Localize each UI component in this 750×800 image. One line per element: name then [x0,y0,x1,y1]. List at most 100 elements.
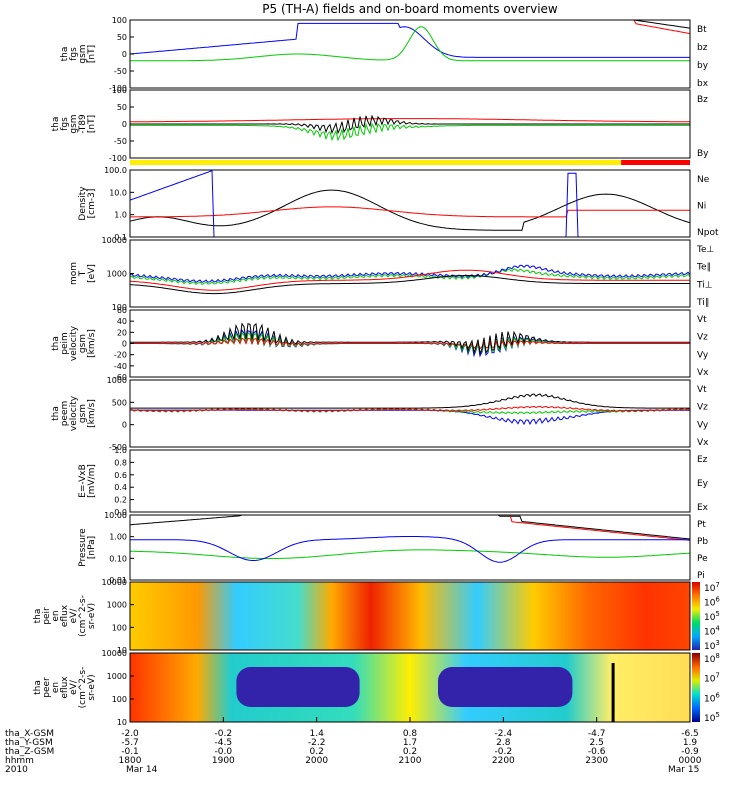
panel-1-ylabel: gsm [78,44,88,63]
electron-gap [611,663,615,722]
panel-9-ylabel: eflux [60,604,70,627]
panel-5-legend-vz: Vz [697,333,708,343]
panel-9-ylabel: tha [33,609,43,624]
te-par-line [129,275,690,295]
ephemeris-value: 2.8 [496,738,511,748]
ephemeris-value: -2.2 [308,738,326,748]
panel-1-ytick-label: 0 [122,50,127,59]
npot-line [129,170,690,238]
ephemeris-value: 1.4 [310,729,325,739]
panel-5-legend-vt: Vt [697,315,707,325]
panel-8-ylabel: [nPa] [87,536,97,559]
panel-7-ytick-label: 0.2 [114,496,127,505]
vz-ion-line [130,337,690,350]
panel-6-ylabel: [km/s] [87,399,97,428]
panel-7-ytick-label: 1.0 [114,446,127,455]
electron-trough-2 [438,667,573,707]
vz-ele-line [129,405,691,413]
vx-ele-line [130,409,690,426]
panel-10-colorbar-label: 107 [704,672,720,685]
panel-5-ytick-label: -20 [114,351,127,360]
panel-2-ylabel: -T89 [78,114,88,134]
ephemeris-value: 2100 [399,756,422,766]
panel-1-ytick-label: -50 [114,67,127,76]
panel-7-ytick-label: 0.0 [114,508,127,517]
panel-2-ytick-label: 50 [117,103,127,112]
panel-3-legend-ni: Ni [697,202,706,212]
vt-ion-line [130,322,690,356]
panel-9-ylabel: peir [42,607,52,625]
ephemeris-value: 1.9 [683,738,698,748]
panel-6-legend-vz: Vz [697,403,708,413]
panel-10-ytick-label: 10000 [102,649,127,658]
panel-8-ytick-label: 0.01 [109,576,127,585]
panel-8-ytick-label: 1.00 [109,533,127,542]
ni-line [129,189,691,231]
panel-3-legend-npot: Npot [697,228,719,238]
panel-8-legend-pe: Pe [697,554,708,564]
panel-5-ytick-label: -60 [114,373,127,382]
panel-10-ylabel: eflux [60,676,70,699]
ephemeris-value: 0.8 [403,729,418,739]
panel-1-ylabel: fgs [69,47,79,61]
ephemeris-value: -0.1 [121,747,139,757]
panel-10-ylabel: peer [42,677,52,698]
panel-7-ylabel: [mV/m] [87,464,97,498]
ephemeris-label-hhmm: hhmm [5,756,34,766]
panel-5-ytick-label: 0 [122,340,127,349]
panel-5-ylabel: peim [60,332,70,355]
bt-model-line [130,114,690,135]
te-perp-line [129,269,690,291]
panel-6-ylabel: peem [60,401,70,427]
panel-10-ylabel: en [51,682,61,693]
ephemeris-value: 2000 [305,756,328,766]
panel-5-ytick-label: 20 [117,328,127,337]
panel-5-ylabel: velocity [69,325,79,361]
spectrogram-layer [130,160,700,722]
ti-par-line [129,268,691,286]
panel-9-colorbar-label: 107 [704,581,720,594]
panel-5-ylabel: gsm [78,334,88,353]
panel-frames-layer [129,19,691,723]
panel-5-ytick-label: 60 [117,306,127,315]
ephemeris-value: -0.6 [588,747,606,757]
panel-2-ytick-label: -100 [109,154,127,163]
panel-4-ylabel: mom [69,262,79,285]
panel-8-ytick-label: 10.00 [104,511,127,520]
panel-5-ytick-label: -40 [114,362,127,371]
panel-2-ytick-label: 100 [112,86,127,95]
panel-4-legend-ti∥: Ti∥ [696,298,709,308]
panel-9-ytick-label: 100 [112,623,127,632]
ephemeris-value: -0.2 [495,747,513,757]
panel-9-colorbar-label: 104 [704,625,720,638]
panel-3-ylabel: [cm-3] [87,189,97,219]
ephemeris-value: -0.0 [215,747,233,757]
panel-9-ytick-label: 10 [117,646,127,655]
panel-1-ylabel: tha [60,47,70,62]
panel-7-legend-ex: Ex [697,503,709,513]
panel-9-ytick-label: 10000 [102,578,127,587]
bz-model-line [130,118,690,123]
panel-5-ytick-label: 40 [117,317,127,326]
panel-4-legend-te∥: Te∥ [696,263,711,273]
panel-3-ylabel: Density [78,186,88,221]
panel-6-legend-vy: Vy [697,420,709,430]
panel-5-ylabel: [km/s] [87,329,97,358]
ephemeris-value: -4.7 [588,729,606,739]
panel-4-legend-ti⊥: Ti⊥ [696,280,713,290]
panel-1-legend-bx: bx [697,79,709,89]
panel-1-legend-bt: Bt [697,25,707,35]
panel-1-frame [129,19,691,89]
ephemeris-value: 0.2 [310,747,324,757]
panel-9-ylabel: en [51,610,61,621]
ephemeris-value: 1800 [119,756,142,766]
panel-2-ytick-label: -50 [114,137,127,146]
panel-9-colorbar-label: 106 [704,596,720,609]
panel-10-ylabel: tha [33,680,43,695]
panel-3-frame [129,169,691,238]
panel-9-ylabel: sr-eV) [87,603,97,629]
ephemeris-value: 2300 [585,756,608,766]
pe-line [129,549,691,559]
ephemeris-value: 0.2 [403,747,417,757]
